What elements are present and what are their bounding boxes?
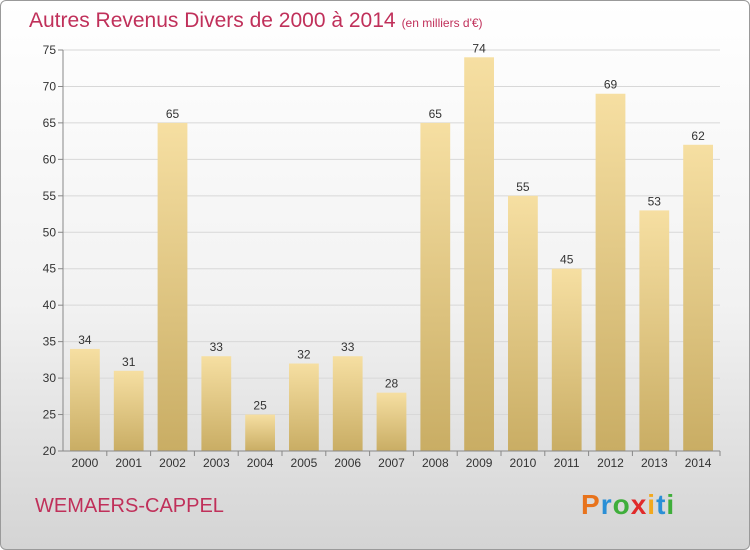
x-tick-label-2001: 2001 xyxy=(115,456,142,470)
bar-2012[interactable] xyxy=(595,93,626,451)
bar-2001[interactable] xyxy=(113,370,144,451)
logo-letter: r xyxy=(600,489,613,520)
y-tick-label: 45 xyxy=(43,262,57,276)
bar-2008[interactable] xyxy=(420,122,451,451)
chart-title-text: Autres Revenus Divers de 2000 à 2014 xyxy=(29,9,396,32)
x-tick-label-2010: 2010 xyxy=(510,456,537,470)
logo-letter: i xyxy=(647,489,657,520)
bar-2014[interactable] xyxy=(683,144,713,452)
data-label-2003: 33 xyxy=(210,340,224,354)
bar-2000[interactable] xyxy=(70,348,100,451)
data-label-2001: 31 xyxy=(122,355,136,369)
data-label-2012: 69 xyxy=(604,78,618,92)
x-tick-label-2006: 2006 xyxy=(334,456,361,470)
x-tick-label-2009: 2009 xyxy=(466,456,493,470)
y-tick-label: 70 xyxy=(43,79,57,93)
data-label-2013: 53 xyxy=(648,194,662,208)
logo-letter: x xyxy=(630,489,648,520)
x-tick-label-2000: 2000 xyxy=(72,456,99,470)
bars xyxy=(70,57,713,452)
data-label-2009: 74 xyxy=(472,41,486,55)
y-tick-label: 75 xyxy=(43,43,57,57)
y-tick-label: 35 xyxy=(43,335,57,349)
x-tick-label-2008: 2008 xyxy=(422,456,449,470)
x-tick-label-2011: 2011 xyxy=(554,456,580,470)
commune-name: WEMAERS-CAPPEL xyxy=(35,495,224,517)
bar-2006[interactable] xyxy=(332,356,363,451)
x-tick-label-2004: 2004 xyxy=(247,456,274,470)
bar-2010[interactable] xyxy=(508,195,538,451)
data-label-2005: 32 xyxy=(297,348,311,362)
data-labels: 34 31 65 33 25 32 33 28 65 74 55 45 69 53 62 xyxy=(78,41,705,412)
x-tick-label-2012: 2012 xyxy=(597,456,624,470)
y-tick-label: 25 xyxy=(43,408,57,422)
y-tick-label: 50 xyxy=(43,225,57,239)
data-label-2000: 34 xyxy=(78,333,92,347)
data-label-2002: 65 xyxy=(166,107,180,121)
bar-2005[interactable] xyxy=(289,363,319,451)
logo-letter: P xyxy=(581,489,601,520)
bar-2003[interactable] xyxy=(201,356,232,451)
y-tick-label: 65 xyxy=(43,116,57,130)
bar-2013[interactable] xyxy=(639,210,670,451)
bar-2004[interactable] xyxy=(245,414,275,451)
y-tick-label: 55 xyxy=(43,189,57,203)
data-label-2008: 65 xyxy=(429,107,443,121)
data-label-2014: 62 xyxy=(691,129,705,143)
logo-letter: o xyxy=(612,489,631,520)
x-axis: 2000 2001 2002 2003 2004 2005 2006 2007 2008 2009… xyxy=(63,450,721,470)
x-tick-label-2005: 2005 xyxy=(291,456,318,470)
x-tick-label-2007: 2007 xyxy=(378,456,405,470)
x-tick-label-2003: 2003 xyxy=(203,456,230,470)
logo-letter: t xyxy=(656,489,667,520)
data-label-2010: 55 xyxy=(516,180,530,194)
bar-2009[interactable] xyxy=(464,57,494,452)
logo-letter: i xyxy=(666,489,676,520)
chart-unit: (en milliers d'€) xyxy=(401,16,483,30)
x-tick-label-2013: 2013 xyxy=(641,456,668,470)
y-tick-label: 30 xyxy=(43,371,57,385)
data-label-2007: 28 xyxy=(385,377,399,391)
data-label-2006: 33 xyxy=(341,340,355,354)
x-tick-label-2014: 2014 xyxy=(685,456,712,470)
bar-2002[interactable] xyxy=(157,122,188,451)
data-label-2011: 45 xyxy=(560,253,574,267)
data-label-2004: 25 xyxy=(253,399,267,413)
bar-2007[interactable] xyxy=(376,392,407,451)
y-tick-label: 60 xyxy=(43,152,57,166)
x-tick-label-2002: 2002 xyxy=(159,456,186,470)
y-tick-label: 40 xyxy=(43,298,57,312)
bar-2011[interactable] xyxy=(551,268,582,451)
proxiti-logo[interactable]: Proxiti xyxy=(581,489,675,521)
chart-title: Autres Revenus Divers de 2000 à 2014 (en … xyxy=(29,9,483,33)
y-tick-label: 20 xyxy=(43,444,57,458)
y-axis: 20 25 30 35 40 45 50 55 60 65 70 75 xyxy=(43,43,64,458)
